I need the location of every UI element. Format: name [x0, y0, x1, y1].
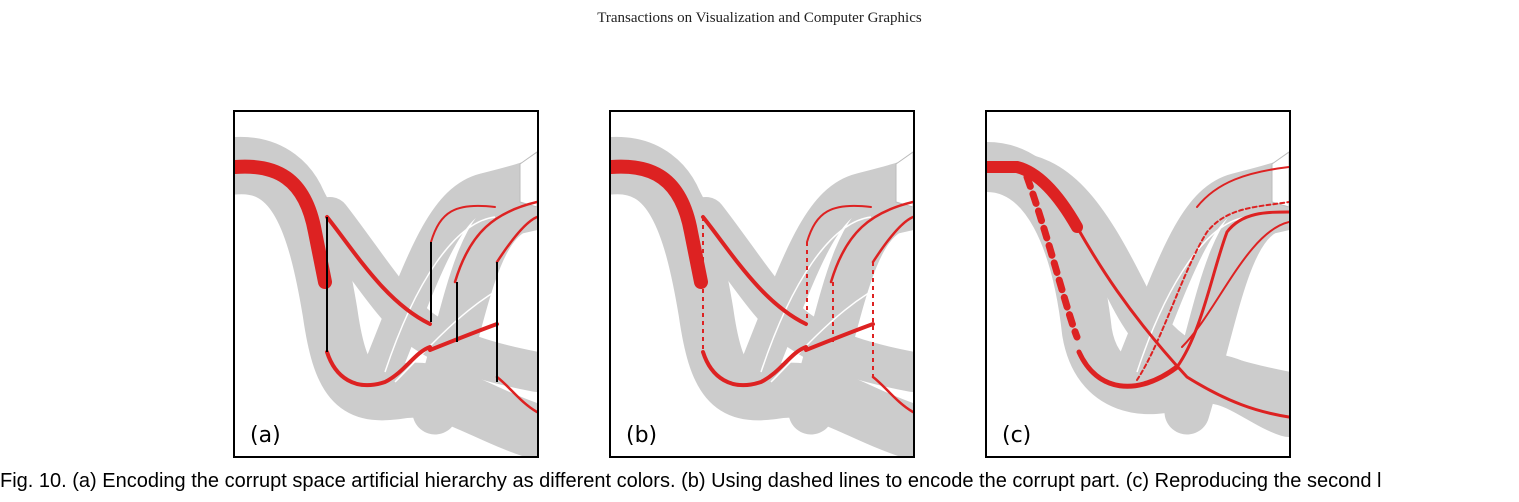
panel-label-b: (b) [623, 423, 661, 448]
panel-label-c: (c) [999, 423, 1035, 448]
storyline-figure-c [987, 142, 1289, 437]
journal-header: Transactions on Visualization and Comput… [597, 10, 922, 26]
storyline-figure-b [611, 136, 913, 456]
storyline-figure-a [235, 136, 537, 456]
panel-label-a: (a) [247, 423, 284, 448]
figure-row: (a) [233, 110, 1313, 458]
figure-caption: Fig. 10. (a) Encoding the corrupt space … [0, 470, 1382, 492]
panel-a: (a) [233, 110, 539, 458]
panel-b: (b) [609, 110, 915, 458]
panel-c: (c) [985, 110, 1291, 458]
